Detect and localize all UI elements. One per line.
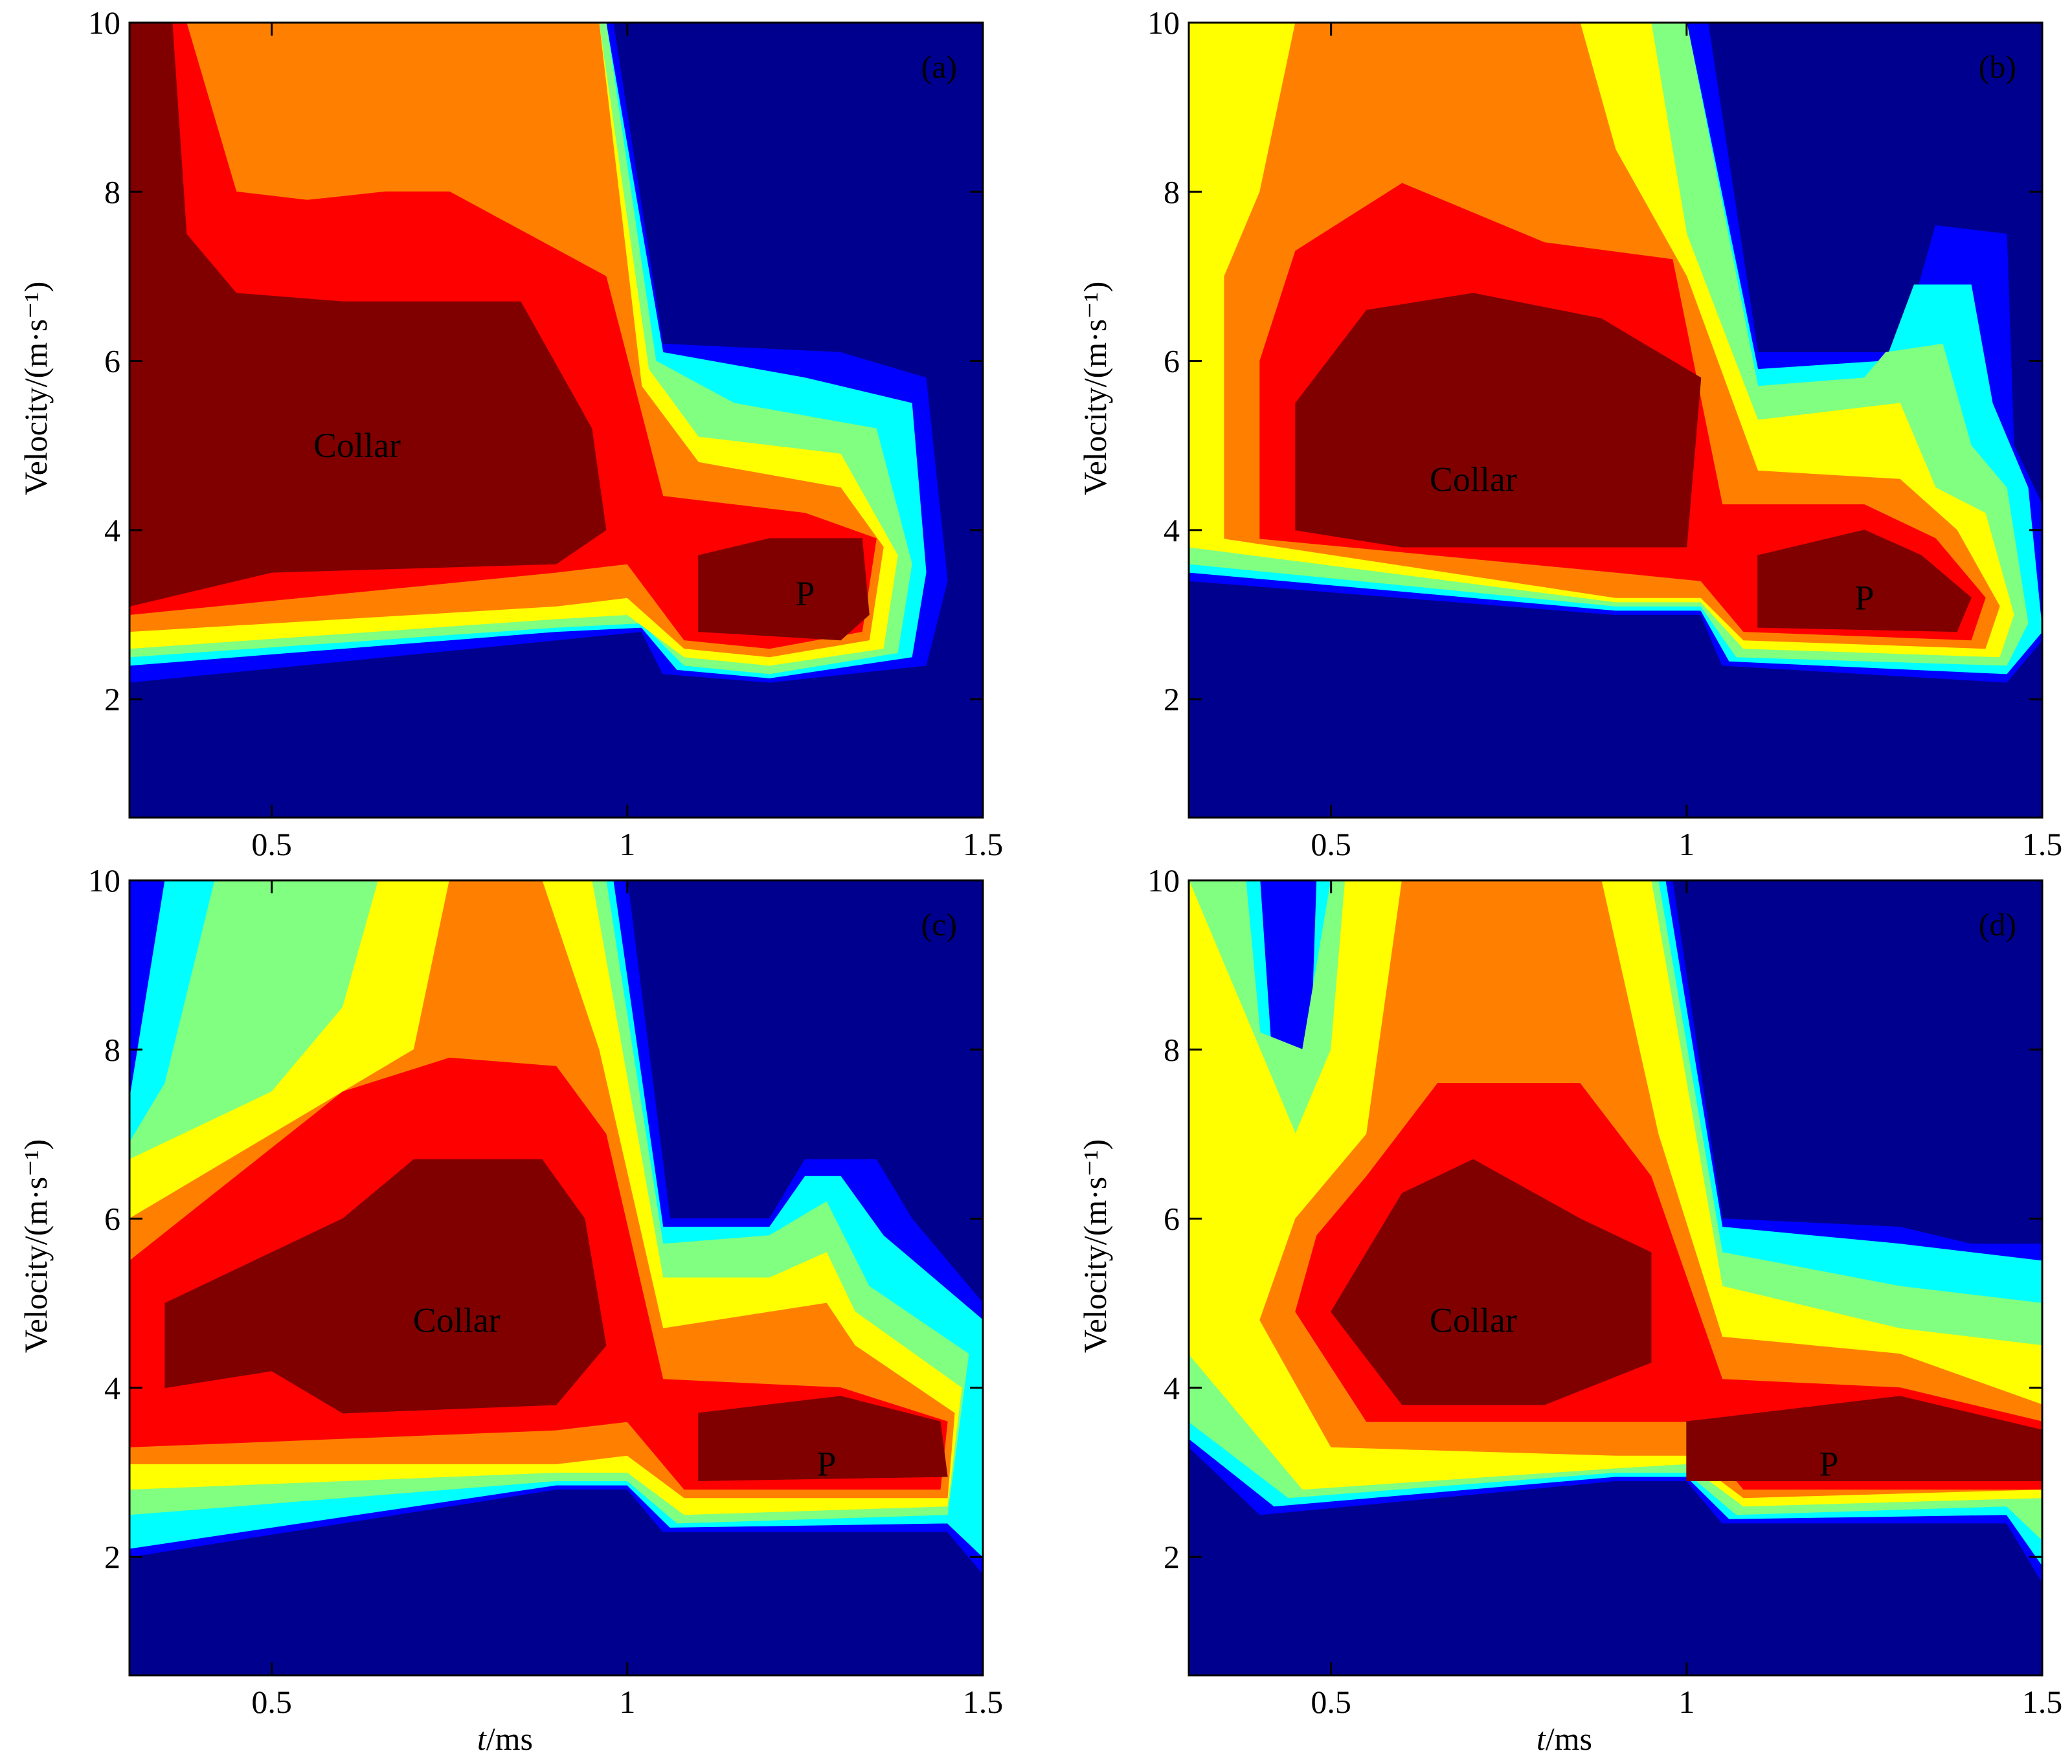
y-tick-label: 4 xyxy=(1164,1370,1180,1406)
contour-level-8 xyxy=(698,1396,948,1482)
region-label-collar: Collar xyxy=(313,426,401,465)
heatmap-field xyxy=(130,880,983,1675)
contour-level-7 xyxy=(1295,293,1702,548)
contour-level-8 xyxy=(1757,530,1972,632)
panel-label: (b) xyxy=(1979,49,2016,85)
plot-frame xyxy=(1188,21,2044,819)
y-tick-label: 8 xyxy=(104,1031,120,1067)
heatmap-field xyxy=(1189,880,2042,1675)
contour-level-8 xyxy=(698,538,870,641)
x-tick-label: 1 xyxy=(1678,826,1695,862)
y-tick-label: 8 xyxy=(1164,173,1180,210)
y-tick-label: 2 xyxy=(104,681,120,717)
region-label-p: P xyxy=(1854,578,1874,617)
region-label-p: P xyxy=(1819,1444,1838,1483)
y-tick-label: 2 xyxy=(104,1539,120,1575)
x-axis-label: t/ms xyxy=(1537,1721,1592,1757)
plot-frame xyxy=(1188,879,2044,1677)
x-tick-label: 1 xyxy=(619,826,635,862)
panel-3: 0.5 1 1.5 2 4 6 8 10 Velocity/(m·s⁻¹) t/ms (c) Coll… xyxy=(17,862,1003,1757)
y-tick-label: 4 xyxy=(104,1370,120,1406)
plot-frame xyxy=(128,21,984,819)
region-label-collar: Collar xyxy=(413,1301,501,1339)
x-tick-label: 0.5 xyxy=(251,1684,292,1720)
region-label-p: P xyxy=(795,574,815,613)
x-tick-label: 1 xyxy=(1678,1684,1695,1720)
region-labels: Collar P xyxy=(313,426,815,613)
contour-level-8 xyxy=(1686,1396,2042,1481)
contour-level-7 xyxy=(130,23,607,607)
y-tick-label: 6 xyxy=(104,343,120,379)
y-tick-label: 8 xyxy=(1164,1031,1180,1067)
y-tick-label: 2 xyxy=(1164,1539,1180,1575)
plot-frame xyxy=(128,879,984,1677)
panel-label: (c) xyxy=(921,906,958,943)
panel-1: 0.5 1 1.5 2 4 6 8 10 Velocity/(m·s⁻¹) (a) Collar P xyxy=(17,5,1003,862)
contour-level-7 xyxy=(164,1159,607,1414)
y-axis-label: Velocity/(m·s⁻¹) xyxy=(1077,1139,1113,1353)
region-labels: Collar P xyxy=(413,1301,837,1483)
y-tick-label: 4 xyxy=(1164,512,1180,548)
y-tick-label: 4 xyxy=(104,512,120,548)
heatmap-field xyxy=(1189,23,2042,818)
x-tick-label: 1.5 xyxy=(963,826,1004,862)
contour-level-7 xyxy=(1331,1159,1652,1405)
region-labels: Collar P xyxy=(1430,460,1875,617)
x-axis-label: t/ms xyxy=(477,1721,533,1757)
region-label-collar: Collar xyxy=(1430,460,1517,498)
x-tick-label: 1 xyxy=(619,1684,635,1720)
y-axis-label: Velocity/(m·s⁻¹) xyxy=(17,282,54,495)
y-tick-label: 6 xyxy=(104,1201,120,1237)
panel-4: 0.5 1 1.5 2 4 6 8 10 Velocity/(m·s⁻¹) t/ms (d) Coll… xyxy=(1077,862,2062,1757)
region-labels: Collar P xyxy=(1430,1301,1839,1483)
x-tick-label: 1.5 xyxy=(2022,1684,2063,1720)
y-tick-label: 10 xyxy=(1147,5,1180,41)
panel-label: (a) xyxy=(921,49,958,85)
x-tick-label: 1.5 xyxy=(963,1684,1004,1720)
region-label-collar: Collar xyxy=(1430,1301,1517,1339)
y-tick-label: 8 xyxy=(104,173,120,210)
region-label-p: P xyxy=(816,1444,836,1483)
panel-label: (d) xyxy=(1979,906,2016,943)
y-tick-label: 10 xyxy=(88,5,120,41)
x-tick-label: 0.5 xyxy=(1311,1684,1351,1720)
y-axis-label: Velocity/(m·s⁻¹) xyxy=(17,1139,54,1353)
y-tick-label: 10 xyxy=(1147,862,1180,899)
x-tick-label: 0.5 xyxy=(1311,826,1351,862)
y-tick-label: 6 xyxy=(1164,343,1180,379)
y-axis-label: Velocity/(m·s⁻¹) xyxy=(1077,282,1113,495)
y-tick-label: 6 xyxy=(1164,1201,1180,1237)
x-tick-label: 0.5 xyxy=(251,826,292,862)
heatmap-field xyxy=(130,23,983,818)
panel-2: 0.5 1 1.5 2 4 6 8 10 Velocity/(m·s⁻¹) (b) Collar P xyxy=(1077,5,2062,862)
y-tick-label: 2 xyxy=(1164,681,1180,717)
y-tick-label: 10 xyxy=(88,862,120,899)
x-tick-label: 1.5 xyxy=(2022,826,2063,862)
